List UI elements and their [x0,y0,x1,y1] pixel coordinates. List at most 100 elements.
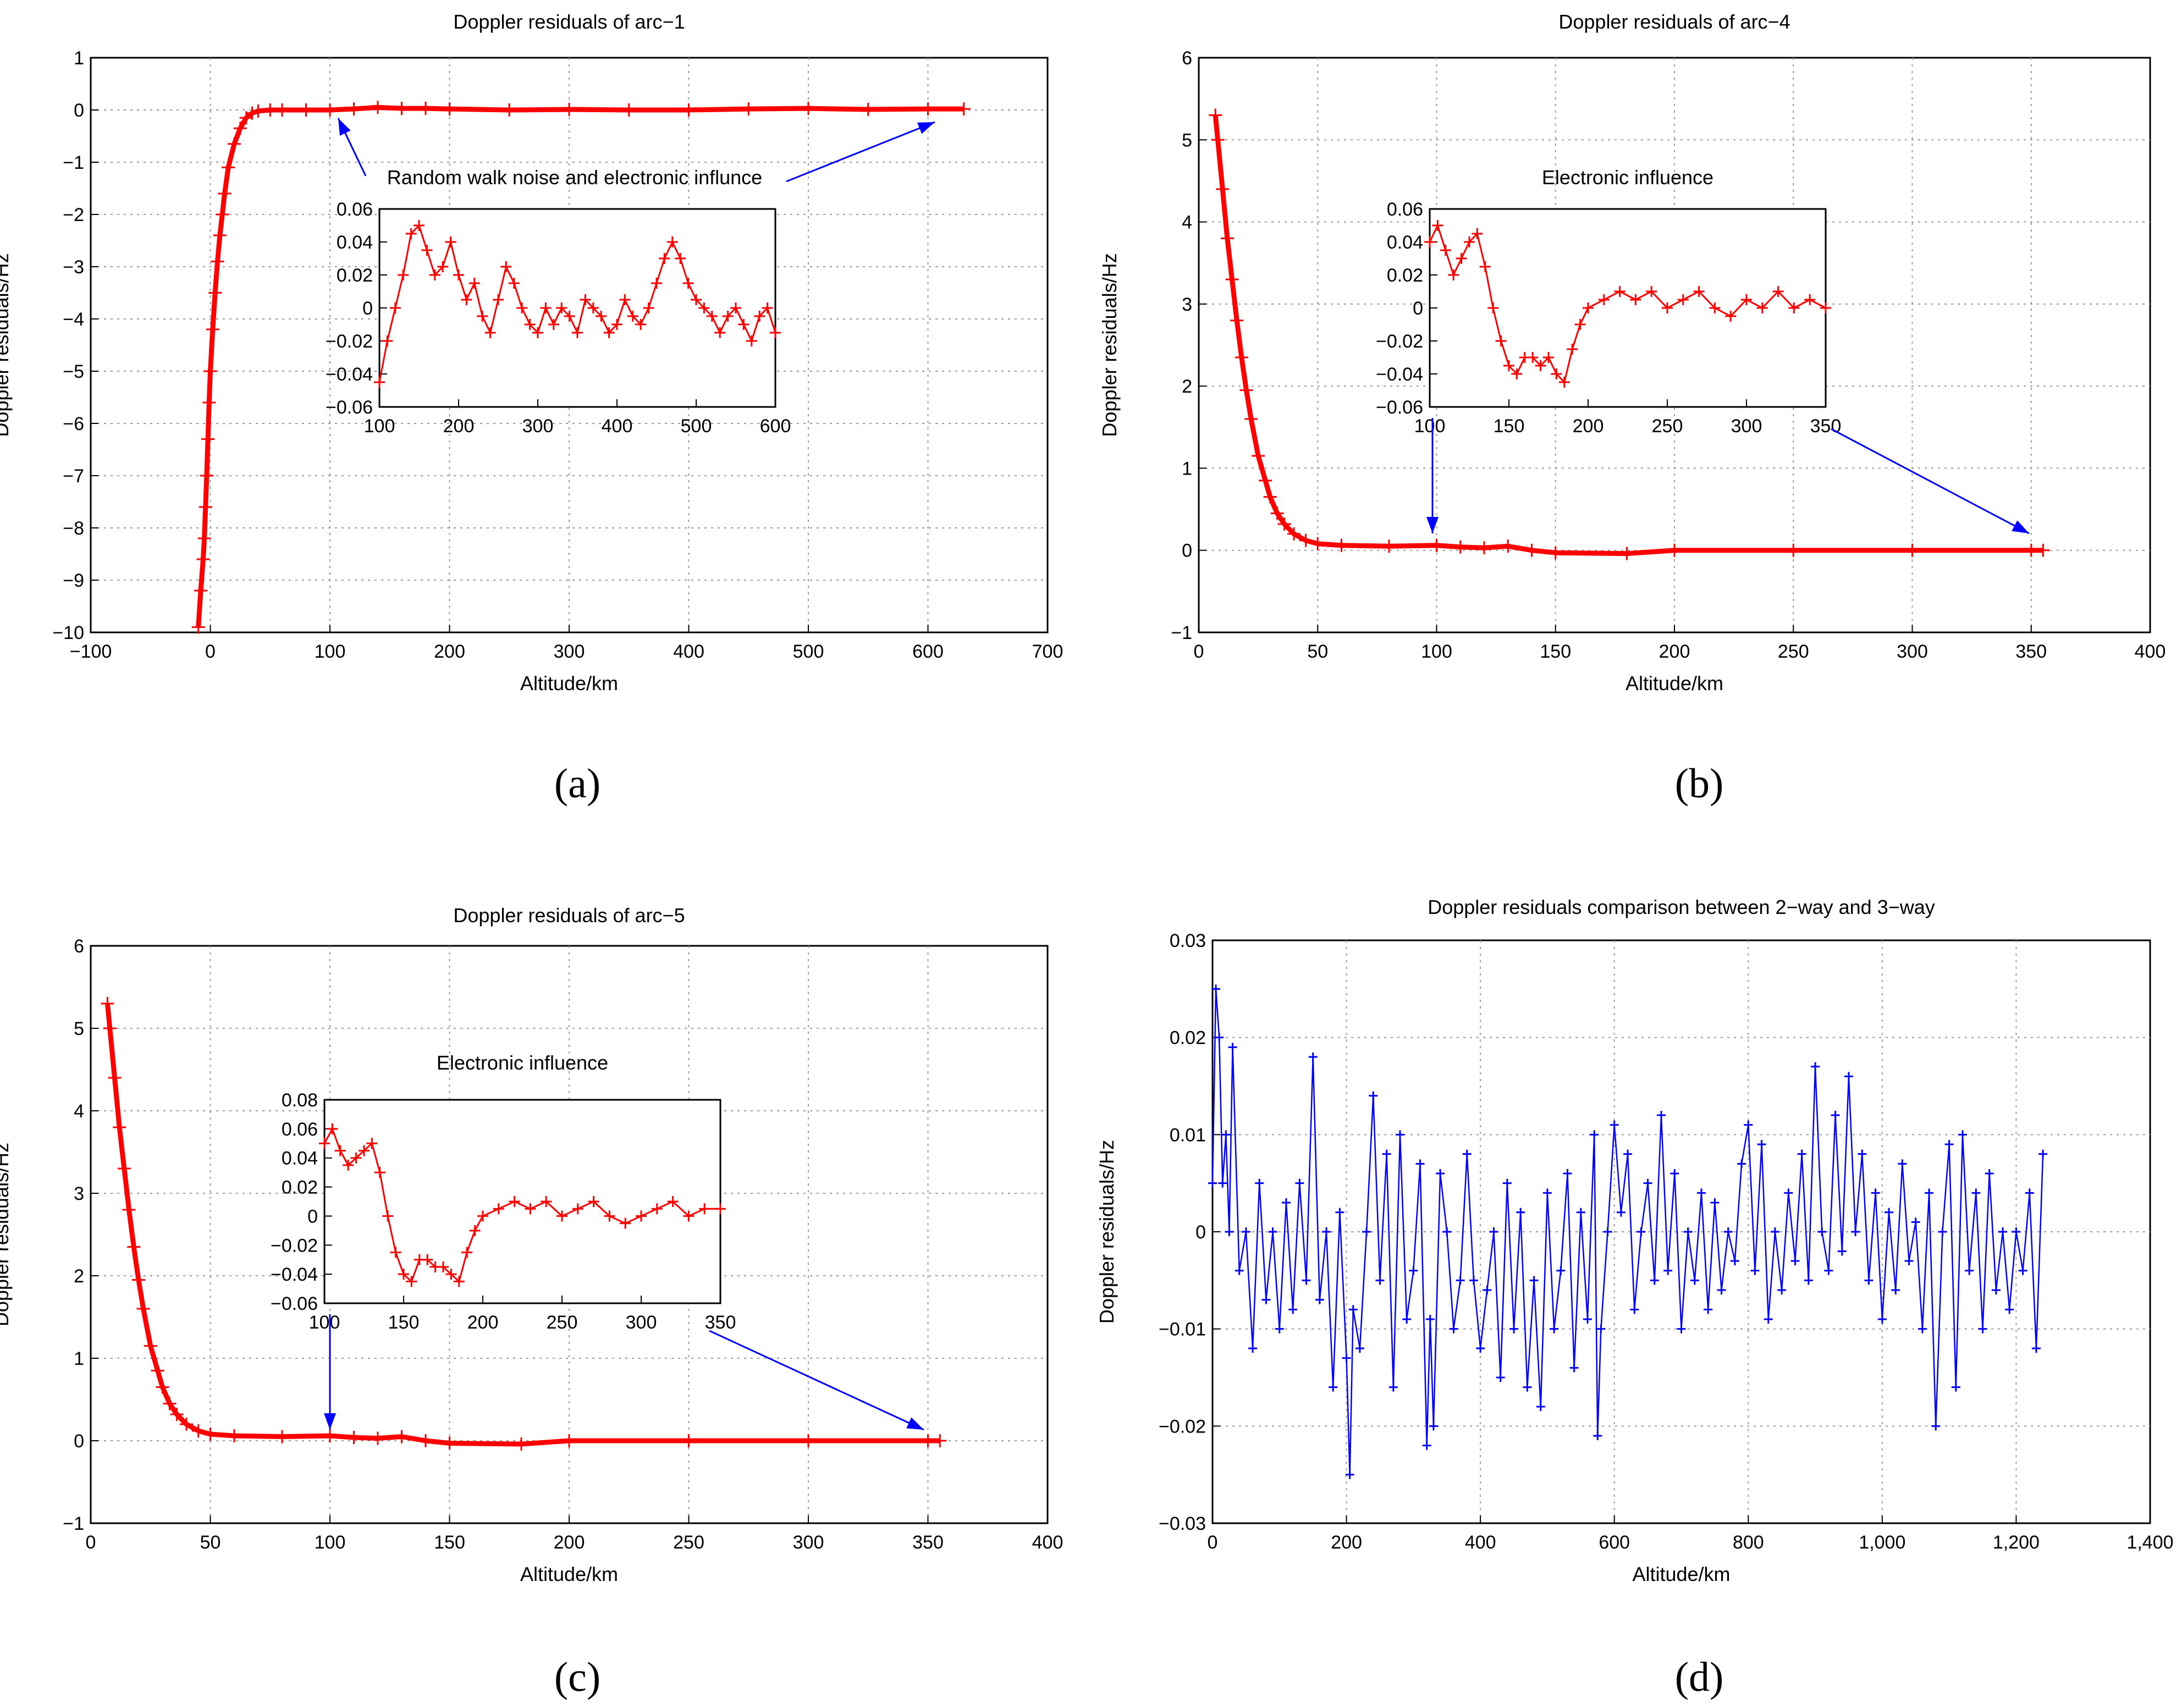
data-point [1904,1257,1914,1265]
inset-data-point [1804,294,1816,305]
data-point [2024,543,2038,557]
chart-a-xtick-label: 100 [315,641,346,662]
inset-data-point [374,1167,385,1178]
data-point [861,103,875,117]
data-point [1643,1178,1652,1188]
chart-a-ytick-label: −1 [63,152,84,173]
inset-data-point [500,261,512,272]
data-point [622,103,636,117]
data-point [2036,543,2050,557]
inset-data-point [398,1269,409,1280]
inset-data-point [406,1276,417,1287]
data-point [921,102,935,116]
inset-c: 100 150 200 250 300 350 −0.06 −0.04 −0.02 0 0.02 0.… [271,1090,736,1333]
chart-b-ytick-label: 3 [1182,294,1192,315]
data-point [1430,538,1443,552]
y-axis-label: Doppler residuals/Hz [0,1143,13,1326]
chart-b-ytick-label: 0 [1182,541,1192,561]
inset-data-point [666,236,678,247]
data-point [1837,1247,1847,1256]
data-point [1931,1422,1941,1431]
arrow-head [906,1417,924,1430]
chart-c-ytick-label: 5 [74,1018,84,1039]
data-point [1593,1431,1602,1440]
inset-data-point [493,294,504,305]
inset-data-point [1527,352,1539,363]
data-point [1998,1227,2008,1236]
inset-c-xtick-label: 250 [547,1312,578,1333]
chart-c-xtick-label: 300 [793,1532,824,1553]
data-point [275,1430,289,1443]
data-point [1362,1227,1371,1236]
chart-b-ytick-label: 5 [1182,130,1192,151]
data-point [1596,1324,1606,1334]
inset-b-ytick-label: −0.06 [1376,397,1423,418]
inset-data-point [445,236,456,247]
chart-b-xtick-label: 100 [1421,641,1452,662]
data-point [1288,1305,1298,1314]
data-point [108,1071,122,1084]
inset-data-point [1756,302,1768,313]
data-point [1453,540,1467,554]
chart-d-xtick-label: 1,400 [2126,1532,2173,1553]
caption-a: (a) [554,761,600,807]
data-point [1917,1324,1927,1334]
data-point [1683,1227,1693,1236]
data-point [1549,546,1562,560]
data-point [251,104,265,118]
data-point [1355,1344,1364,1353]
data-point [1583,1315,1592,1324]
data-point [1287,527,1301,541]
data-point [1409,1266,1418,1275]
data-point [347,102,361,116]
inset-data-point [398,269,409,280]
data-point [1670,1169,1679,1178]
chart-b-ytick-label: 6 [1182,48,1192,69]
data-point [1858,1149,1867,1159]
chart-b-xtick-label: 50 [1307,641,1328,662]
x-axis-label: Altitude/km [1632,1563,1730,1585]
data-point [144,1339,157,1353]
chart-title: Doppler residuals of arc−1 [453,10,685,33]
inset-data-point [1693,286,1705,297]
data-point [563,1434,576,1447]
data-point [1230,313,1244,327]
arrow-head [2012,520,2029,533]
chart-d-ytick-label: 0 [1195,1222,1206,1243]
chart-a-xtick-label: 600 [912,641,944,662]
inset-c-xtick-label: 150 [388,1312,420,1333]
data-point [1218,1178,1227,1188]
inset-data-point [359,1145,370,1156]
data-point [203,365,217,378]
data-point [1690,1276,1699,1285]
chart-d-xtick-label: 600 [1599,1532,1630,1553]
data-point [1864,1276,1874,1285]
chart-a-ytick-label: −9 [63,570,84,591]
inset-data-point [762,302,773,313]
x-axis-label: Altitude/km [520,672,618,695]
data-point [191,1424,205,1437]
chart-b-xtick-label: 400 [2135,641,2166,662]
data-point [1335,538,1348,552]
annotation-arrow [786,121,935,183]
data-point [563,103,576,117]
inset-b-xtick-label: 100 [1414,416,1446,437]
data-point [1905,543,1919,557]
inset-data-point [382,1210,394,1222]
inset-data-point [1677,294,1689,305]
inset-b-xtick-label: 150 [1494,416,1525,437]
data-point [299,103,313,117]
inset-data-point [453,1276,465,1287]
inset-data-point [1495,335,1507,346]
data-point [1656,1111,1666,1120]
inset-data-point [548,319,559,330]
data-point [1525,543,1539,557]
data-point [1369,1091,1378,1100]
inset-data-point [572,327,583,338]
data-point [2031,1344,2041,1353]
data-point [1744,1120,1753,1130]
inset-data-point [414,220,425,231]
y-axis-label: Doppler residuals/Hz [0,253,13,437]
data-point [1737,1159,1746,1169]
data-point [1730,1257,1739,1265]
